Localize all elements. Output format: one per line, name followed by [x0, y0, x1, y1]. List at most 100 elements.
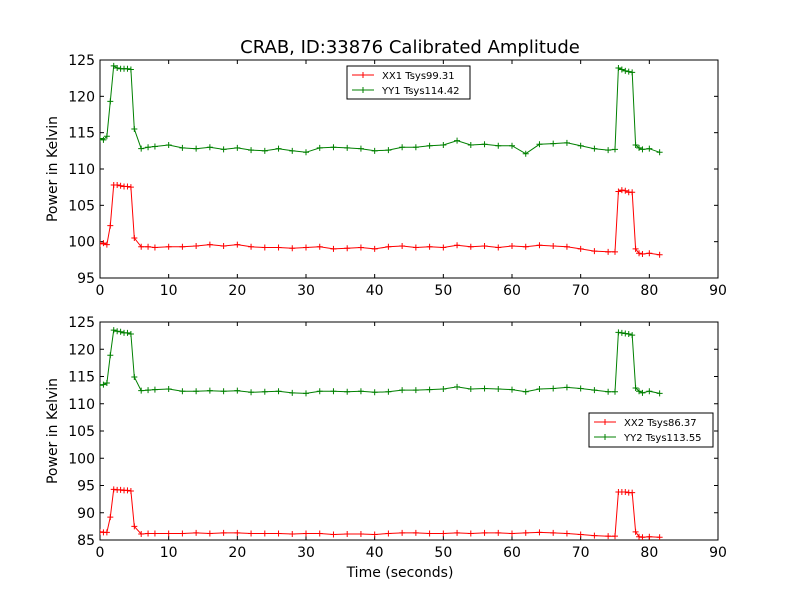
- data-point: [330, 531, 337, 538]
- y-tick-label: 110: [68, 162, 95, 178]
- data-point: [107, 98, 114, 105]
- data-point: [275, 530, 282, 537]
- data-point: [440, 244, 447, 251]
- bottom-chart-panel: 0 10 20 30 40 50 60 70 80 90 85 90 95 100 105 110 115 120…: [45, 315, 727, 581]
- data-point: [100, 528, 103, 535]
- data-point: [151, 244, 158, 251]
- series-1: [100, 327, 663, 397]
- data-point: [550, 385, 557, 392]
- data-point: [399, 387, 406, 394]
- data-point: [117, 328, 124, 335]
- data-point: [636, 144, 643, 151]
- x-tick-label: 20: [228, 545, 246, 561]
- data-point: [629, 189, 636, 196]
- data-point: [550, 529, 557, 536]
- data-point: [412, 244, 419, 251]
- data-point: [563, 530, 570, 537]
- data-point: [179, 144, 186, 151]
- data-point: [289, 531, 296, 538]
- data-point: [440, 530, 447, 537]
- data-point: [440, 142, 447, 149]
- data-point: [145, 243, 152, 250]
- y-tick-label: 115: [68, 126, 95, 142]
- data-point: [412, 529, 419, 536]
- data-point: [371, 245, 378, 252]
- data-point: [100, 240, 103, 247]
- data-point: [275, 388, 282, 395]
- data-point: [618, 66, 625, 73]
- data-point: [275, 244, 282, 251]
- data-point: [248, 530, 255, 537]
- y-tick-label: 105: [68, 198, 95, 214]
- data-point: [117, 486, 124, 493]
- data-point: [357, 388, 364, 395]
- data-point: [127, 330, 134, 337]
- y-tick-label: 100: [68, 235, 95, 251]
- data-point: [110, 62, 117, 69]
- data-point: [193, 145, 200, 152]
- data-point: [495, 529, 502, 536]
- data-point: [615, 329, 622, 336]
- data-point: [344, 531, 351, 538]
- data-point: [357, 244, 364, 251]
- data-point: [303, 530, 309, 537]
- data-point: [179, 388, 186, 395]
- data-point: [206, 530, 213, 537]
- data-point: [107, 352, 114, 359]
- data-point: [138, 387, 145, 394]
- data-point: [303, 149, 309, 156]
- data-point: [412, 387, 419, 394]
- data-point: [563, 139, 570, 146]
- data-point: [629, 332, 636, 339]
- data-point: [193, 529, 200, 536]
- data-point: [179, 530, 186, 537]
- data-point: [495, 244, 502, 251]
- data-point: [454, 529, 461, 536]
- data-point: [426, 243, 433, 250]
- data-point: [467, 386, 474, 393]
- data-point: [522, 243, 529, 250]
- x-tick-label: 40: [366, 545, 384, 561]
- data-point: [454, 137, 461, 144]
- data-point: [179, 243, 186, 250]
- data-point: [605, 533, 612, 540]
- data-point: [632, 528, 639, 535]
- data-point: [316, 144, 323, 151]
- y-tick-label: 125: [68, 315, 95, 331]
- data-point: [509, 530, 515, 537]
- y-tick-label: 95: [77, 271, 95, 287]
- data-point: [536, 386, 543, 393]
- data-point: [625, 68, 632, 75]
- data-point: [656, 534, 663, 540]
- data-point: [289, 245, 296, 252]
- data-point: [550, 140, 557, 147]
- data-point: [371, 389, 378, 396]
- data-point: [454, 383, 461, 390]
- y-axis-label: Power in Kelvin: [45, 378, 61, 484]
- legend-label: XX1 Tsys99.31: [382, 71, 455, 82]
- data-point: [316, 388, 323, 395]
- x-tick-label: 50: [434, 283, 452, 299]
- data-point: [385, 147, 392, 154]
- data-point: [454, 242, 461, 249]
- data-point: [371, 531, 378, 538]
- data-point: [165, 243, 172, 250]
- y-tick-label: 120: [68, 342, 95, 358]
- data-point: [618, 187, 625, 194]
- data-point: [412, 144, 419, 151]
- data-point: [193, 243, 200, 250]
- data-point: [103, 241, 110, 248]
- data-point: [618, 329, 625, 336]
- data-point: [495, 386, 502, 393]
- data-point: [636, 388, 643, 395]
- data-point: [591, 387, 598, 394]
- data-point: [612, 248, 618, 255]
- data-point: [646, 533, 653, 540]
- data-point: [114, 64, 121, 71]
- data-point: [151, 530, 158, 537]
- data-point: [138, 145, 145, 152]
- y-tick-label: 125: [68, 53, 95, 69]
- data-point: [636, 250, 643, 257]
- data-point: [522, 150, 529, 157]
